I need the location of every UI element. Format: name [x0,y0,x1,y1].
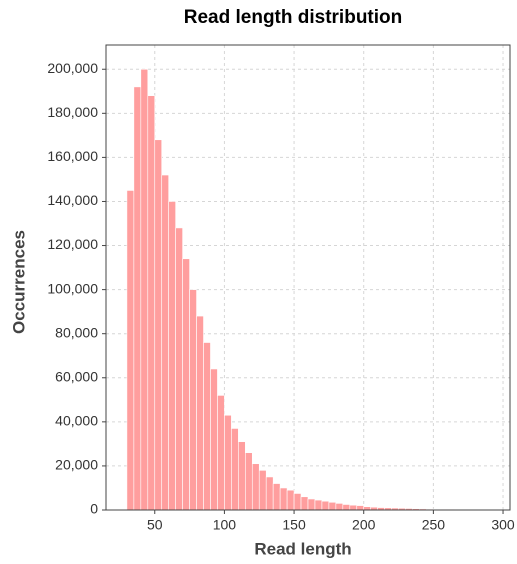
bar [279,487,288,511]
bar [272,483,281,511]
bar [231,428,239,511]
y-tick-label: 100,000 [47,280,98,296]
bar [356,505,365,511]
y-tick-label: 20,000 [55,457,98,473]
bar [210,368,218,511]
bar [321,500,330,511]
y-tick-label: 80,000 [55,324,98,340]
bar [154,139,163,511]
x-tick-label: 300 [491,517,515,533]
bar [286,489,295,511]
y-tick-label: 0 [90,501,98,517]
bar [168,201,176,511]
bar [349,504,358,511]
bar [342,504,351,511]
x-tick-label: 50 [147,517,163,533]
bar [335,503,344,511]
bar [307,498,316,511]
bar [251,463,260,511]
bar [175,227,183,511]
y-tick-label: 140,000 [47,192,98,208]
bar [182,258,190,511]
bar [293,493,302,511]
x-tick-label: 150 [282,517,306,533]
y-tick-label: 200,000 [47,60,98,76]
y-axis-label: Occurrences [9,230,28,334]
y-tick-label: 160,000 [47,148,98,164]
bar [126,190,135,511]
y-tick-label: 60,000 [55,368,98,384]
x-tick-label: 250 [422,517,446,533]
bar [314,499,323,511]
x-tick-label: 200 [352,517,376,533]
x-tick-label: 100 [213,517,237,533]
x-axis-label: Read length [254,539,351,558]
bar [300,496,309,511]
plot-frame [105,44,511,511]
bar [258,470,267,511]
y-tick-label: 180,000 [47,104,98,120]
bar [224,414,232,511]
bar [161,174,169,511]
bar [265,476,274,511]
bar [147,95,156,511]
y-tick-label: 40,000 [55,413,98,429]
bar [196,315,204,511]
bar [203,342,211,511]
bar [328,501,337,511]
bar [140,68,149,511]
bar [238,441,246,511]
bar [189,289,197,511]
chart-title: Read length distribution [184,7,403,28]
bar [245,452,253,511]
bar [133,86,142,511]
y-tick-label: 120,000 [47,236,98,252]
bar [217,395,225,511]
